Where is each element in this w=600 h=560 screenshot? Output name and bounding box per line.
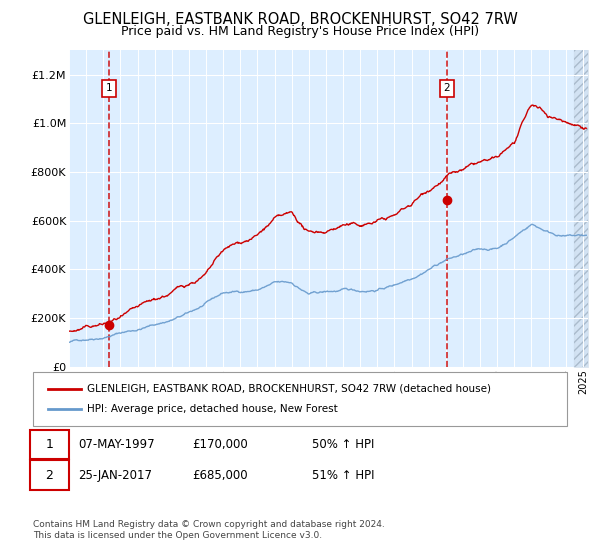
Text: 1: 1 [46,438,53,451]
Text: GLENLEIGH, EASTBANK ROAD, BROCKENHURST, SO42 7RW: GLENLEIGH, EASTBANK ROAD, BROCKENHURST, … [83,12,517,27]
Text: 25-JAN-2017: 25-JAN-2017 [78,469,152,482]
Text: 1: 1 [106,83,113,94]
Text: £685,000: £685,000 [192,469,248,482]
Text: 2: 2 [46,469,53,482]
Text: HPI: Average price, detached house, New Forest: HPI: Average price, detached house, New … [87,404,338,414]
Text: £170,000: £170,000 [192,438,248,451]
Text: 51% ↑ HPI: 51% ↑ HPI [312,469,374,482]
Text: Contains HM Land Registry data © Crown copyright and database right 2024.
This d: Contains HM Land Registry data © Crown c… [33,520,385,540]
Text: 2: 2 [444,83,451,94]
Text: GLENLEIGH, EASTBANK ROAD, BROCKENHURST, SO42 7RW (detached house): GLENLEIGH, EASTBANK ROAD, BROCKENHURST, … [87,384,491,394]
Text: 07-MAY-1997: 07-MAY-1997 [78,438,155,451]
Text: 50% ↑ HPI: 50% ↑ HPI [312,438,374,451]
Text: Price paid vs. HM Land Registry's House Price Index (HPI): Price paid vs. HM Land Registry's House … [121,25,479,38]
